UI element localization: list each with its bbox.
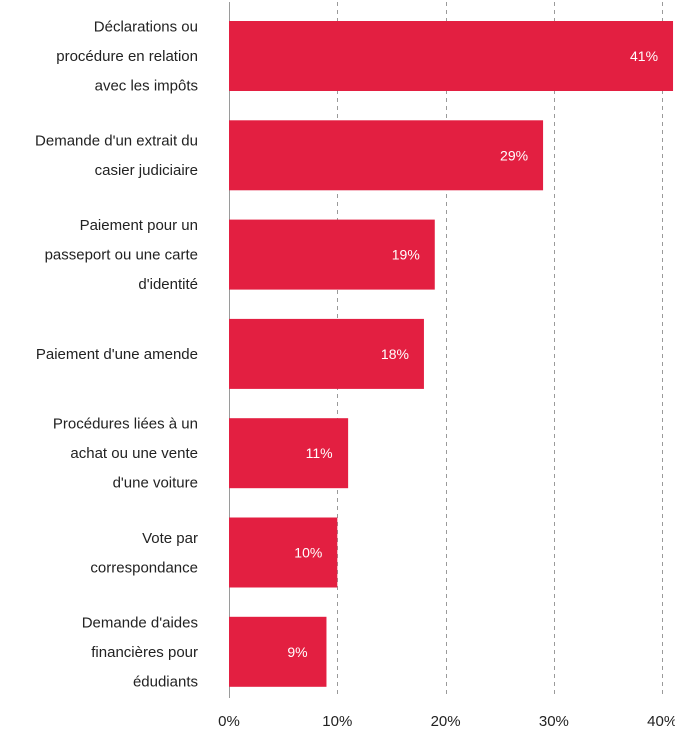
x-tick-label: 0%	[218, 713, 240, 730]
bar	[229, 120, 544, 191]
category-label: avec les impôts	[95, 78, 198, 95]
x-tick-label: 40%	[647, 713, 675, 730]
label-layer: 0% 10% 20% 30% 40% 41% Déclarations ou procédur…	[35, 19, 675, 731]
category-label: d'une voiture	[113, 475, 198, 492]
value-label: 41%	[630, 48, 658, 64]
bar	[229, 318, 424, 389]
bar	[229, 418, 349, 489]
category-label: achat ou une vente	[70, 445, 198, 462]
category-label: financières pour	[91, 644, 198, 661]
category-label: correspondance	[90, 559, 198, 576]
category-label: procédure en relation	[56, 48, 198, 65]
category-label: casier judiciaire	[95, 162, 198, 179]
category-label: Demande d'aides	[82, 614, 198, 631]
bar	[229, 616, 327, 687]
category-label: Paiement d'une amende	[36, 346, 198, 363]
value-label: 29%	[500, 147, 528, 163]
category-label: Procédures liées à un	[53, 416, 198, 433]
value-label: 19%	[392, 247, 420, 263]
value-label: 9%	[287, 644, 307, 660]
bar	[229, 517, 338, 588]
x-tick-label: 30%	[539, 713, 569, 730]
category-label: passeport ou une carte	[45, 247, 198, 264]
value-label: 18%	[381, 346, 409, 362]
category-label: édudiants	[133, 673, 198, 690]
category-label: Paiement pour un	[80, 217, 198, 234]
category-label: Vote par	[142, 530, 198, 547]
category-label: d'identité	[138, 276, 198, 293]
x-tick-label: 20%	[431, 713, 461, 730]
value-label: 10%	[294, 545, 322, 561]
value-label: 11%	[306, 445, 333, 461]
x-tick-label: 10%	[322, 713, 352, 730]
bar-layer	[229, 21, 674, 687]
category-label: Déclarations ou	[94, 19, 198, 36]
bar	[229, 21, 674, 91]
category-label: Demande d'un extrait du	[35, 133, 198, 150]
bar	[229, 219, 435, 290]
